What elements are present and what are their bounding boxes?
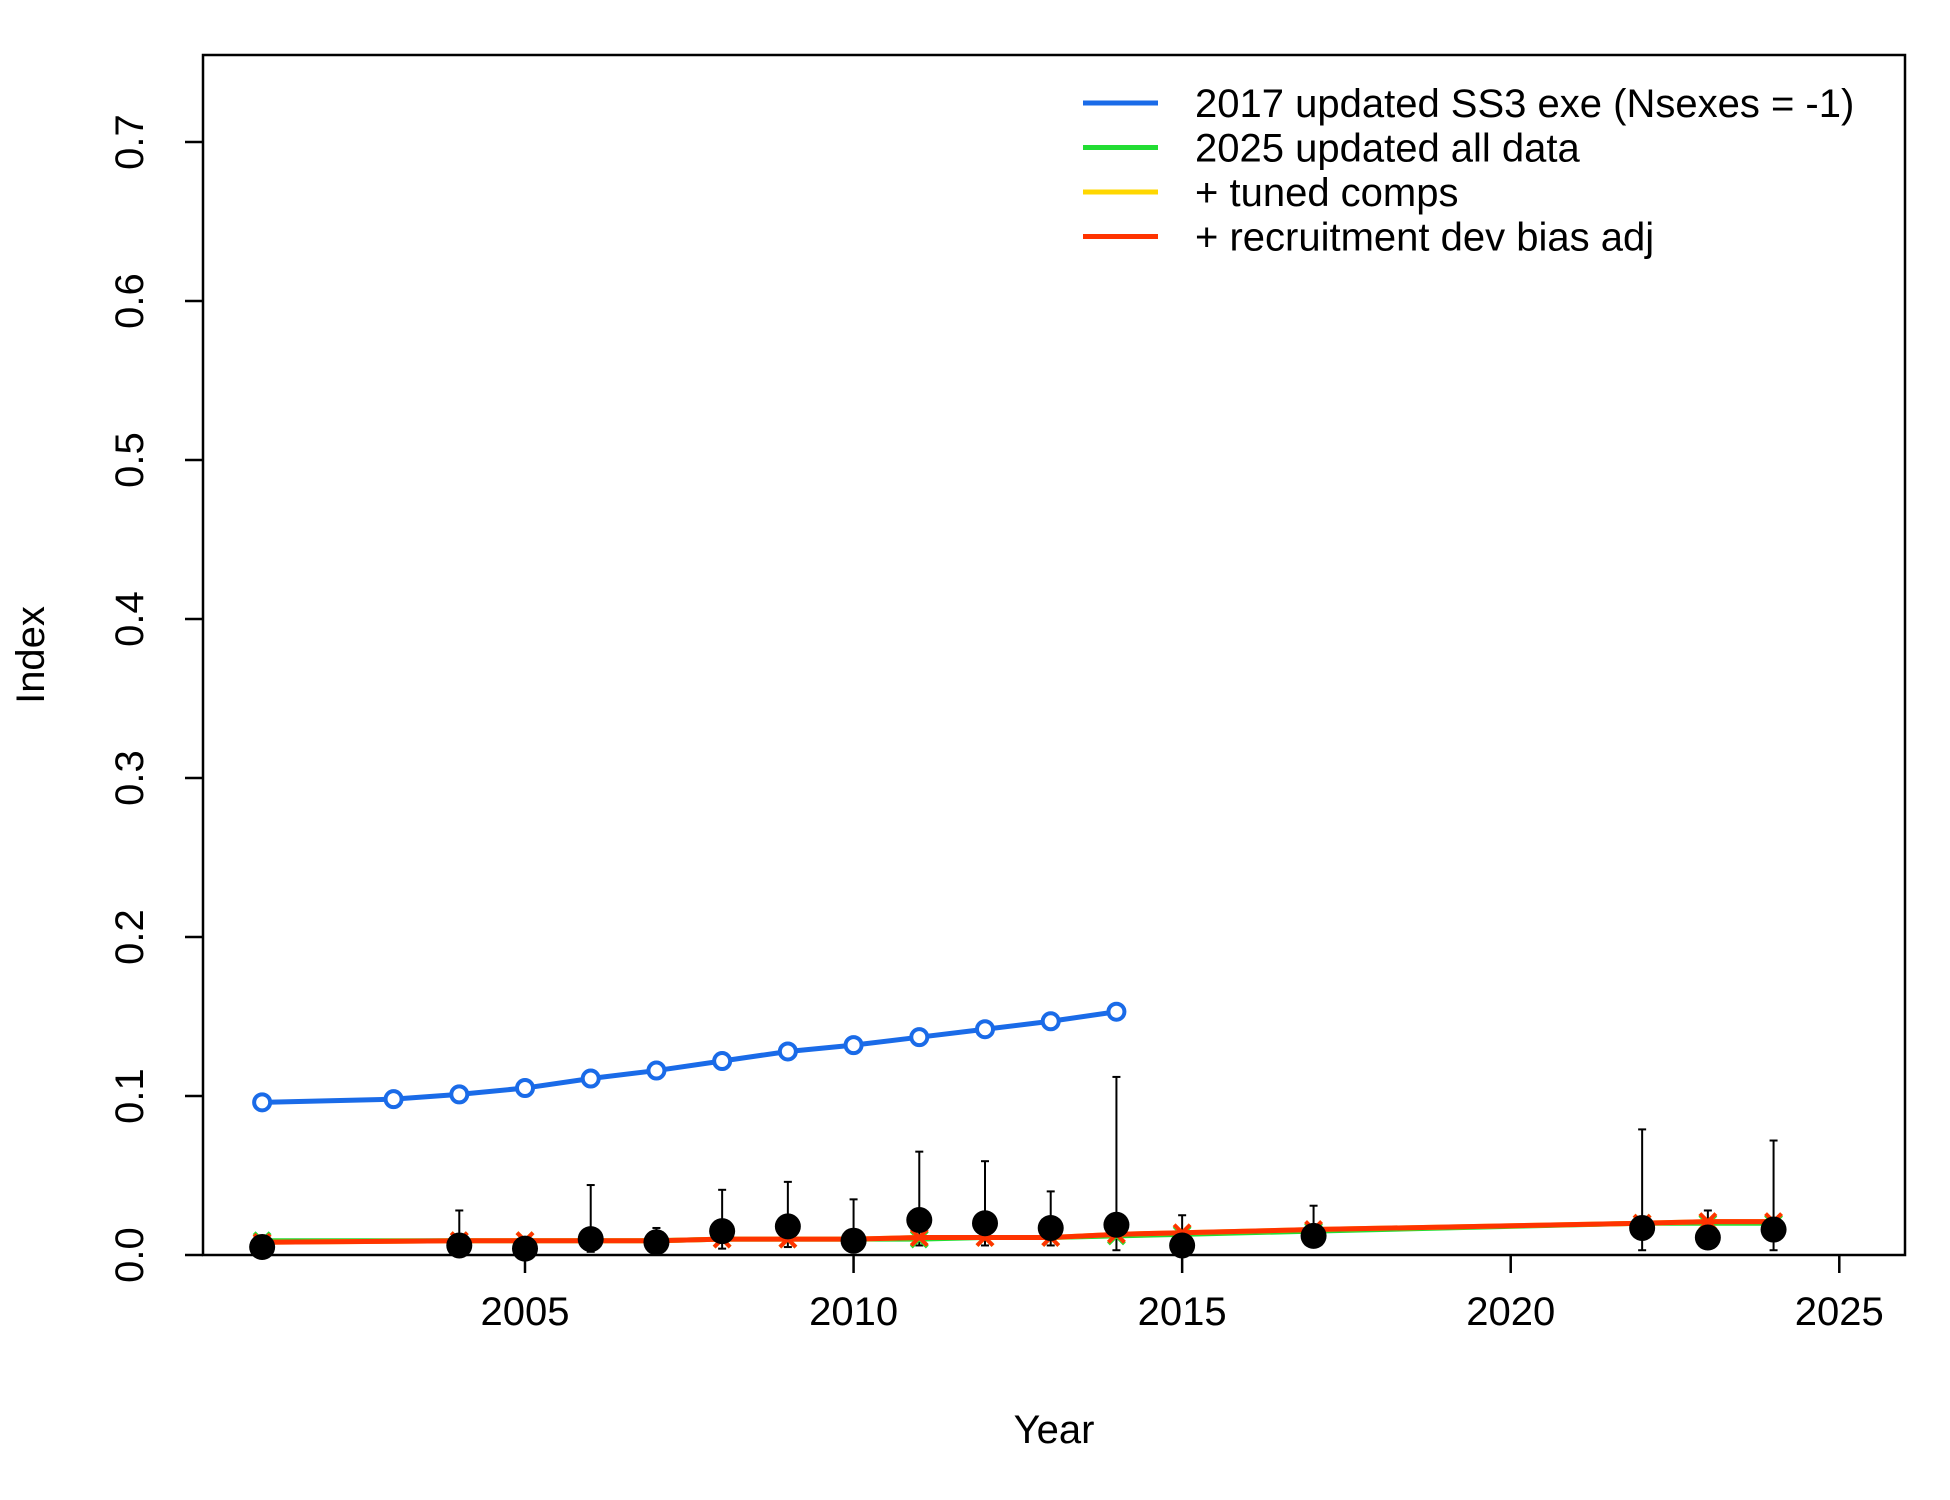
observed-point [840,1227,867,1254]
observed-point [906,1207,933,1234]
series-point [515,1078,535,1099]
legend-label: 2025 updated all data [1195,127,1581,171]
y-tick-label: 0.4 [108,591,152,647]
x-axis-title: Year [1014,1408,1095,1452]
x-tick-label: 2020 [1466,1290,1555,1334]
observed-point [1694,1224,1721,1251]
series-point [646,1060,667,1081]
y-tick-label: 0.3 [108,750,152,806]
y-tick-label: 0.2 [108,909,152,965]
axes-ticks: 2005 2010 2015 2020 2025 0.0 0.1 0.2 0.3 0.4 0.5 0.… [108,114,1884,1334]
y-tick-label: 0.5 [108,432,152,488]
observed-point [1169,1232,1196,1259]
observed-point [972,1210,998,1237]
observed-point [249,1234,276,1261]
y-axis-title: Index [9,606,53,704]
x-tick-label: 2025 [1795,1290,1884,1334]
legend-label: + tuned comps [1195,171,1459,215]
observed-points [249,1207,1787,1262]
observed-point [774,1213,801,1240]
series-point [909,1228,929,1247]
series-point [449,1084,470,1105]
series-point [1106,1001,1127,1022]
series-point [580,1068,601,1089]
y-tick-label: 0.1 [108,1068,152,1124]
x-tick-label: 2005 [481,1290,570,1334]
series-point [975,1019,995,1040]
x-tick-label: 2010 [809,1290,898,1334]
y-tick-label: 0.6 [108,273,152,329]
legend-label: + recruitment dev bias adj [1195,216,1654,260]
x-tick-label: 2015 [1138,1290,1227,1334]
observed-point [1103,1211,1130,1238]
observed-point [643,1229,670,1256]
observed-point [1300,1222,1327,1249]
observed-point [446,1232,473,1259]
series-point [777,1041,798,1062]
observed-point [577,1226,604,1253]
series-point [843,1035,864,1056]
observed-point [1037,1214,1064,1241]
plot-frame [201,53,1907,1257]
series-point [1040,1011,1061,1032]
y-tick-label: 0.7 [108,114,152,170]
y-tick-label: 0.0 [108,1227,152,1283]
legend: 2017 updated SS3 exe (Nsexes = -1)2025 u… [1083,82,1854,260]
observed-point [1629,1214,1656,1241]
legend-label: 2017 updated SS3 exe (Nsexes = -1) [1195,82,1854,126]
observed-point [512,1235,538,1262]
series-point [383,1089,404,1110]
series-point [909,1027,930,1048]
observed-point [1760,1216,1787,1243]
series-point [252,1092,273,1113]
series-point [712,1051,733,1072]
observed-point [709,1218,736,1245]
